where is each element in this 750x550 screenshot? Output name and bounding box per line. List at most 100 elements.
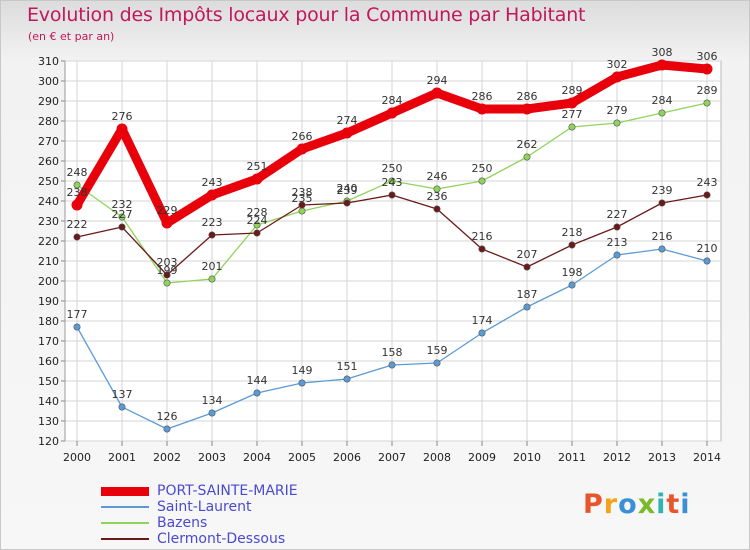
legend-item: Bazens bbox=[101, 515, 401, 531]
y-tick-label: 230 bbox=[38, 215, 59, 228]
data-point bbox=[388, 177, 396, 185]
x-tick-label: 2011 bbox=[558, 451, 586, 464]
x-tick-label: 2000 bbox=[63, 451, 91, 464]
x-tick-label: 2007 bbox=[378, 451, 406, 464]
legend-item: PORT-SAINTE-MARIE bbox=[101, 483, 401, 499]
data-label: 302 bbox=[607, 58, 628, 71]
data-label: 207 bbox=[517, 248, 538, 261]
y-tick-label: 210 bbox=[38, 255, 59, 268]
x-tick-label: 2006 bbox=[333, 451, 361, 464]
legend-item: Clermont-Dessous bbox=[101, 531, 401, 547]
data-label: 284 bbox=[652, 94, 673, 107]
legend-swatch bbox=[101, 487, 149, 496]
legend-swatch bbox=[101, 522, 149, 524]
data-point bbox=[296, 143, 308, 155]
data-label: 227 bbox=[112, 208, 133, 221]
data-point bbox=[253, 229, 261, 237]
data-label: 250 bbox=[382, 162, 403, 175]
data-label: 239 bbox=[337, 184, 358, 197]
x-tick-label: 2002 bbox=[153, 451, 181, 464]
data-label: 286 bbox=[517, 90, 538, 103]
data-label: 228 bbox=[247, 206, 268, 219]
data-point bbox=[703, 99, 711, 107]
data-point bbox=[523, 153, 531, 161]
data-point bbox=[208, 231, 216, 239]
y-tick-label: 150 bbox=[38, 375, 59, 388]
data-point bbox=[298, 207, 306, 215]
data-point bbox=[433, 185, 441, 193]
data-point bbox=[433, 205, 441, 213]
data-label: 286 bbox=[472, 90, 493, 103]
data-label: 229 bbox=[157, 204, 178, 217]
data-label: 250 bbox=[472, 162, 493, 175]
x-tick-label: 2013 bbox=[648, 451, 676, 464]
data-label: 308 bbox=[652, 46, 673, 59]
y-tick-label: 220 bbox=[38, 235, 59, 248]
x-tick-label: 2003 bbox=[198, 451, 226, 464]
data-point bbox=[568, 281, 576, 289]
data-point bbox=[523, 303, 531, 311]
data-label: 239 bbox=[652, 184, 673, 197]
data-label: 216 bbox=[472, 230, 493, 243]
data-label: 289 bbox=[562, 84, 583, 97]
data-label: 248 bbox=[67, 166, 88, 179]
data-label: 243 bbox=[382, 176, 403, 189]
y-tick-label: 160 bbox=[38, 355, 59, 368]
data-label: 238 bbox=[292, 186, 313, 199]
data-label: 279 bbox=[607, 104, 628, 117]
data-label: 236 bbox=[427, 190, 448, 203]
data-label: 232 bbox=[112, 198, 133, 211]
data-point bbox=[298, 201, 306, 209]
data-label: 198 bbox=[562, 266, 583, 279]
data-label: 137 bbox=[112, 388, 133, 401]
data-point bbox=[523, 263, 531, 271]
data-point bbox=[478, 245, 486, 253]
legend-swatch bbox=[101, 506, 149, 508]
data-point bbox=[251, 173, 263, 185]
data-point bbox=[161, 217, 173, 229]
x-tick-label: 2004 bbox=[243, 451, 271, 464]
y-tick-label: 140 bbox=[38, 395, 59, 408]
data-label: 174 bbox=[472, 314, 493, 327]
logo-letter: i bbox=[656, 489, 667, 520]
data-point bbox=[206, 189, 218, 201]
logo-letter: o bbox=[618, 489, 638, 520]
proxiti-logo: Proxiti bbox=[583, 489, 691, 520]
legend-label: Clermont-Dessous bbox=[157, 531, 286, 547]
x-tick-label: 2005 bbox=[288, 451, 316, 464]
data-point bbox=[386, 107, 398, 119]
data-point bbox=[208, 275, 216, 283]
data-point bbox=[478, 329, 486, 337]
data-label: 218 bbox=[562, 226, 583, 239]
x-tick-label: 2014 bbox=[693, 451, 721, 464]
logo-letter: i bbox=[680, 489, 691, 520]
data-point bbox=[118, 403, 126, 411]
y-tick-label: 260 bbox=[38, 155, 59, 168]
y-tick-label: 120 bbox=[38, 435, 59, 448]
data-point bbox=[341, 127, 353, 139]
data-label: 294 bbox=[427, 74, 448, 87]
data-point bbox=[703, 191, 711, 199]
y-tick-label: 170 bbox=[38, 335, 59, 348]
x-tick-label: 2008 bbox=[423, 451, 451, 464]
data-label: 243 bbox=[202, 176, 223, 189]
legend-label: PORT-SAINTE-MARIE bbox=[157, 483, 298, 499]
legend-label: Bazens bbox=[157, 515, 208, 531]
data-point bbox=[566, 97, 578, 109]
data-label: 240 bbox=[337, 182, 358, 195]
y-tick-label: 130 bbox=[38, 415, 59, 428]
data-point bbox=[388, 361, 396, 369]
plot-area bbox=[64, 60, 722, 442]
chart-subtitle: (en € et par an) bbox=[28, 30, 115, 43]
legend-item: Saint-Laurent bbox=[101, 499, 401, 515]
data-point bbox=[118, 223, 126, 231]
data-label: 199 bbox=[157, 264, 178, 277]
data-label: 246 bbox=[427, 170, 448, 183]
data-point bbox=[611, 71, 623, 83]
data-label: 223 bbox=[202, 216, 223, 229]
logo-letter: P bbox=[583, 489, 604, 520]
data-label: 210 bbox=[697, 242, 718, 255]
data-label: 306 bbox=[697, 50, 718, 63]
x-tick-label: 2012 bbox=[603, 451, 631, 464]
